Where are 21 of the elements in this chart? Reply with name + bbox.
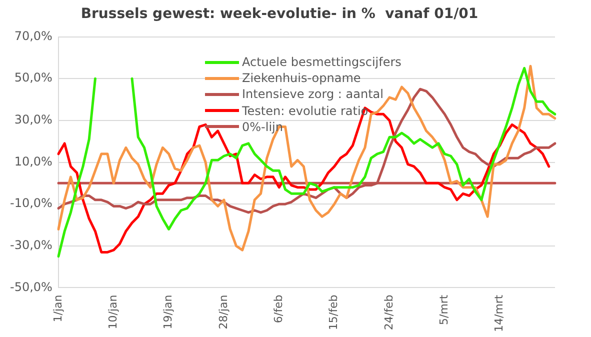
legend-label: Intensieve zorg : aantal xyxy=(242,86,384,103)
x-tick-label: 5/mrt xyxy=(438,294,451,326)
y-tick-label: 50,0% xyxy=(14,70,52,85)
legend-label: 0%-lijn xyxy=(242,118,283,136)
x-tick-label: 14/mrt xyxy=(492,294,506,332)
y-tick-label: -30,0% xyxy=(10,238,52,252)
y-tick-label: -50,0% xyxy=(10,280,52,294)
y-tick-label: -10,0% xyxy=(10,196,52,210)
legend-label: Actuele besmettingscijfers xyxy=(242,54,402,70)
y-tick-label: 10,0% xyxy=(14,154,52,168)
x-tick-label: 6/feb xyxy=(272,294,285,324)
x-tick-label: 10/jan xyxy=(106,294,120,330)
y-tick-label: 70,0% xyxy=(14,28,52,43)
y-tick-label: 30,0% xyxy=(14,112,52,127)
legend-label: Ziekenhuis-opname xyxy=(242,70,361,86)
x-tick-label: 15/feb xyxy=(327,294,340,330)
x-tick-label: 28/jan xyxy=(216,294,230,330)
x-tick-label: 24/feb xyxy=(382,294,396,330)
x-tick-label: 19/jan xyxy=(162,294,175,330)
chart-title: Brussels gewest: week-evolutie- in % vanaf 01/01 xyxy=(80,6,478,22)
x-tick-label: 1/jan xyxy=(51,294,64,322)
